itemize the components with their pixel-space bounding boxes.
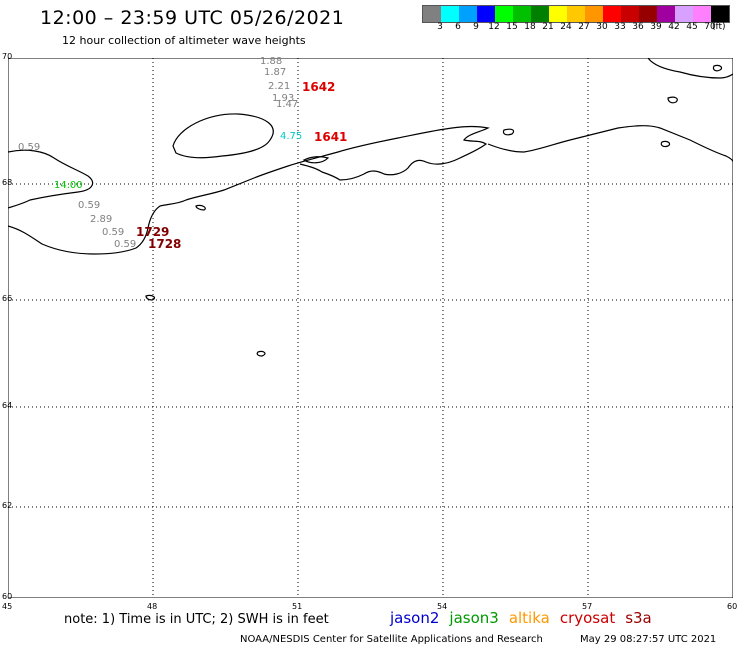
swh-value: 1.93 xyxy=(272,93,295,104)
swh-value: 0.59 xyxy=(78,200,101,211)
page-subtitle: 12 hour collection of altimeter wave hei… xyxy=(62,34,306,47)
scale-label: 70 xyxy=(704,22,716,32)
longitude-label: 45 xyxy=(2,602,13,611)
scale-label: 3 xyxy=(437,22,443,32)
scale-swatch xyxy=(513,6,531,22)
small-island-7 xyxy=(660,140,671,148)
swh-value: 2.89 xyxy=(90,214,113,225)
swh-value: 0.59 xyxy=(18,142,41,153)
scale-swatch xyxy=(531,6,549,22)
small-island-8 xyxy=(712,64,723,72)
pass-time: 1729 xyxy=(136,225,170,239)
yamal-coast xyxy=(647,58,733,79)
scale-swatch xyxy=(495,6,513,22)
small-island-3 xyxy=(195,204,206,211)
swh-value: 0.59 xyxy=(114,239,137,250)
swh-value: 4.75 xyxy=(280,131,303,142)
swh-value: 1.47 xyxy=(276,99,299,110)
longitude-label: 57 xyxy=(582,602,593,611)
scale-swatch xyxy=(675,6,693,22)
scale-label: 33 xyxy=(614,22,626,32)
latitude-label: 66 xyxy=(2,294,13,303)
coast-east xyxy=(487,125,733,163)
footer-note: note: 1) Time is in UTC; 2) SWH is in fe… xyxy=(64,612,329,627)
map-canvas xyxy=(8,58,733,598)
mission-s3a: s3a xyxy=(625,609,652,627)
scale-label: 42 xyxy=(668,22,680,32)
coast-southwest xyxy=(8,199,187,255)
coastlines xyxy=(8,58,733,357)
scale-label: 21 xyxy=(542,22,554,32)
latitude-label: 62 xyxy=(2,501,13,510)
scale-swatch xyxy=(693,6,711,22)
small-island-6 xyxy=(502,128,515,136)
latitude-label: 64 xyxy=(2,401,13,410)
swh-value: 14.00 xyxy=(54,180,83,191)
map-area: 70 68 66 64 62 60 45 48 51 54 57 60 1.88 1.87 2.21 1.… xyxy=(2,52,737,611)
latitude-label: 70 xyxy=(2,52,13,61)
mission-altika: altika xyxy=(508,609,550,627)
latitude-label: 68 xyxy=(2,178,13,187)
scale-swatch xyxy=(621,6,639,22)
scale-label: 39 xyxy=(650,22,662,32)
mission-legend: jason2 jason3 altika cryosat s3a xyxy=(390,609,662,627)
swh-value: 2.21 xyxy=(268,81,291,92)
scale-label: 18 xyxy=(524,22,536,32)
scale-label: 24 xyxy=(560,22,572,32)
scale-swatch xyxy=(657,6,675,22)
scale-label: 27 xyxy=(578,22,590,32)
longitude-label: 51 xyxy=(292,602,303,611)
scale-swatch xyxy=(477,6,495,22)
longitude-label: 48 xyxy=(147,602,158,611)
swh-value: 1.87 xyxy=(264,67,287,78)
wave-height-color-scale xyxy=(422,5,730,23)
pass-time: 1728 xyxy=(148,237,182,251)
scale-label: 36 xyxy=(632,22,644,32)
color-scale-labels: 3 6 9 12 15 18 21 24 27 30 33 36 39 42 45 70 xyxy=(422,22,728,34)
map-border xyxy=(8,58,733,598)
swh-value: 1.88 xyxy=(260,56,283,67)
coast-west xyxy=(8,149,94,209)
scale-swatch xyxy=(441,6,459,22)
swh-value: 0.59 xyxy=(102,227,125,238)
scale-swatch xyxy=(549,6,567,22)
pass-time: 1641 xyxy=(314,130,348,144)
longitude-label: 60 xyxy=(727,602,738,611)
scale-swatch xyxy=(567,6,585,22)
small-island-1 xyxy=(667,96,678,104)
credit-line: NOAA/NESDIS Center for Satellite Applica… xyxy=(240,634,543,645)
graticule xyxy=(8,58,733,598)
mission-cryosat: cryosat xyxy=(559,609,616,627)
scale-label: 45 xyxy=(686,22,698,32)
scale-swatch xyxy=(459,6,477,22)
scale-swatch xyxy=(585,6,603,22)
color-scale-unit: (ft) xyxy=(712,22,726,32)
page-title: 12:00 – 23:59 UTC 05/26/2021 xyxy=(40,7,345,29)
scale-swatch xyxy=(423,6,441,22)
scale-label: 30 xyxy=(596,22,608,32)
latitude-label: 60 xyxy=(2,592,13,601)
scale-swatch xyxy=(603,6,621,22)
pass-time: 1642 xyxy=(302,80,336,94)
longitude-label: 54 xyxy=(437,602,448,611)
mission-jason2: jason2 xyxy=(390,609,440,627)
scale-swatch xyxy=(639,6,657,22)
mission-jason3: jason3 xyxy=(449,609,499,627)
small-island-4 xyxy=(145,294,156,301)
small-island-2 xyxy=(302,156,330,164)
scale-label: 12 xyxy=(488,22,500,32)
generated-timestamp: May 29 08:27:57 UTC 2021 xyxy=(580,634,717,645)
scale-label: 15 xyxy=(506,22,518,32)
coast-mainland xyxy=(185,125,490,201)
scale-label: 9 xyxy=(473,22,479,32)
small-island-5 xyxy=(256,350,266,357)
scale-swatch xyxy=(711,6,729,22)
island-outline xyxy=(172,113,274,159)
scale-label: 6 xyxy=(455,22,461,32)
